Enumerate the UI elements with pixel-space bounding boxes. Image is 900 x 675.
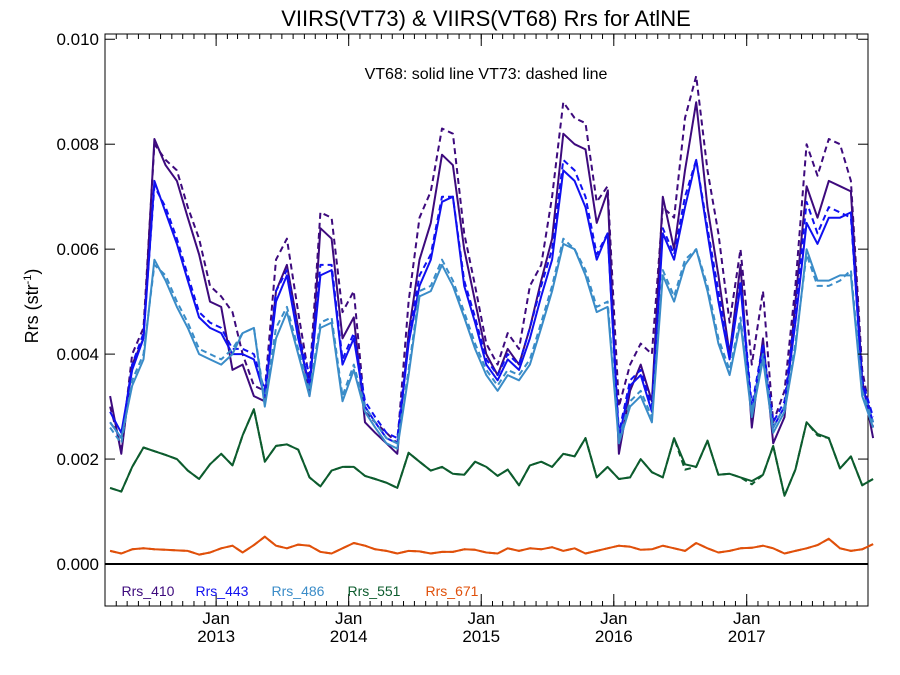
y-tick-label-5: 0.010 <box>56 30 99 49</box>
legend: Rrs_410 Rrs_443 Rrs_486 Rrs_551 Rrs_671 <box>122 583 479 599</box>
series-line-rrs-671-vt73-dashed <box>109 535 874 556</box>
x-tick-year-label-2: 2015 <box>462 627 500 646</box>
series-line-rrs-551-vt73-dashed <box>109 408 874 497</box>
x-tick-year-label-3: 2016 <box>595 627 633 646</box>
x-tick-year-label-0: 2013 <box>197 627 235 646</box>
series-line-rrs-443-vt68-solid <box>109 158 875 445</box>
series-line-rrs-551-vt68-solid <box>109 408 874 497</box>
y-axis-label-close: ) <box>22 269 42 275</box>
legend-item-rrs-551: Rrs_551 <box>348 583 401 599</box>
axes-layer: 0.0000.0020.0040.0060.0080.010Jan2013Jan… <box>56 30 869 646</box>
x-tick-month-label-2: Jan <box>468 609 495 628</box>
x-tick-year-label-1: 2014 <box>330 627 368 646</box>
y-axis-label-main: Rrs (str <box>22 284 42 343</box>
legend-item-rrs-443: Rrs_443 <box>196 583 249 599</box>
x-tick-year-label-4: 2017 <box>728 627 766 646</box>
series-line-rrs-410-vt68-solid <box>109 101 875 455</box>
legend-item-rrs-410: Rrs_410 <box>122 583 175 599</box>
series-line-rrs-443-vt73-dashed <box>109 158 875 440</box>
y-tick-label-3: 0.006 <box>56 240 99 259</box>
y-tick-label-0: 0.000 <box>56 555 99 574</box>
series-layer <box>109 75 875 556</box>
x-tick-month-label-4: Jan <box>733 609 760 628</box>
series-line-rrs-410-vt73-dashed <box>109 75 875 450</box>
y-tick-label-2: 0.004 <box>56 345 99 364</box>
x-tick-month-label-1: Jan <box>335 609 362 628</box>
x-tick-month-label-0: Jan <box>202 609 229 628</box>
x-tick-month-label-3: Jan <box>600 609 627 628</box>
chart-subtitle: VT68: solid line VT73: dashed line <box>365 66 608 83</box>
y-axis-label: Rrs (str-1) <box>22 269 42 344</box>
legend-item-rrs-671: Rrs_671 <box>426 583 479 599</box>
legend-item-rrs-486: Rrs_486 <box>272 583 325 599</box>
y-axis-label-sup: -1 <box>22 275 34 285</box>
chart-title: VIIRS(VT73) & VIIRS(VT68) Rrs for AtlNE <box>281 6 691 31</box>
plot-frame <box>104 33 869 607</box>
y-tick-label-4: 0.008 <box>56 135 99 154</box>
series-line-rrs-486-vt68-solid <box>109 242 875 450</box>
plot-area-border <box>104 33 869 607</box>
y-tick-label-1: 0.002 <box>56 450 99 469</box>
